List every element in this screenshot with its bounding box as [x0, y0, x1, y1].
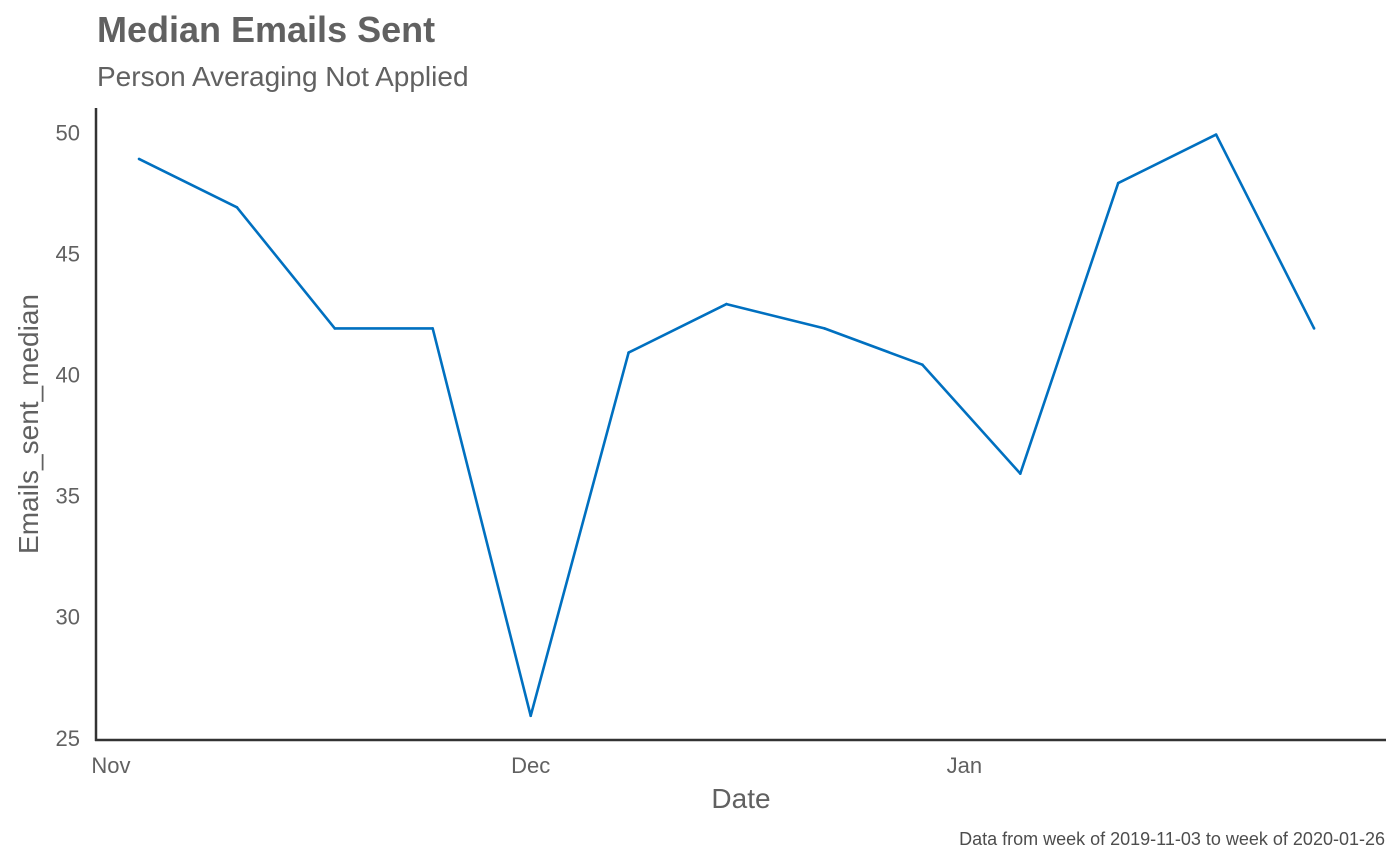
- x-tick-label: Jan: [947, 753, 982, 778]
- y-axis-ticks: 25 30 35 40 45 50: [56, 120, 80, 750]
- data-point: [235, 206, 239, 209]
- data-point: [627, 351, 630, 354]
- data-point: [921, 363, 924, 367]
- data-point: [1116, 181, 1120, 185]
- data-point: [1214, 133, 1218, 136]
- chart-title: Median Emails Sent: [97, 9, 435, 50]
- chart-caption: Data from week of 2019-11-03 to week of …: [959, 829, 1385, 849]
- x-axis-title: Date: [711, 783, 770, 814]
- data-point: [431, 327, 435, 330]
- data-point: [823, 327, 826, 330]
- series-line: [138, 133, 1316, 718]
- y-axis-title: Emails_sent_median: [13, 294, 44, 554]
- x-tick-label: Dec: [511, 753, 550, 778]
- data-point: [725, 302, 728, 306]
- x-tick-label: Nov: [91, 753, 130, 778]
- y-tick-label: 40: [56, 363, 80, 388]
- x-axis-ticks: Nov Dec Jan: [91, 753, 982, 778]
- chart-subtitle: Person Averaging Not Applied: [97, 61, 469, 92]
- data-point: [333, 327, 337, 330]
- data-point: [1312, 327, 1316, 330]
- data-point: [137, 157, 141, 161]
- data-point: [529, 714, 532, 718]
- data-point: [1019, 472, 1022, 475]
- y-tick-label: 35: [56, 484, 80, 509]
- y-tick-label: 25: [56, 726, 80, 751]
- y-tick-label: 30: [56, 605, 80, 630]
- y-tick-label: 50: [56, 120, 80, 145]
- y-tick-label: 45: [56, 242, 80, 267]
- series-group: [137, 133, 1316, 718]
